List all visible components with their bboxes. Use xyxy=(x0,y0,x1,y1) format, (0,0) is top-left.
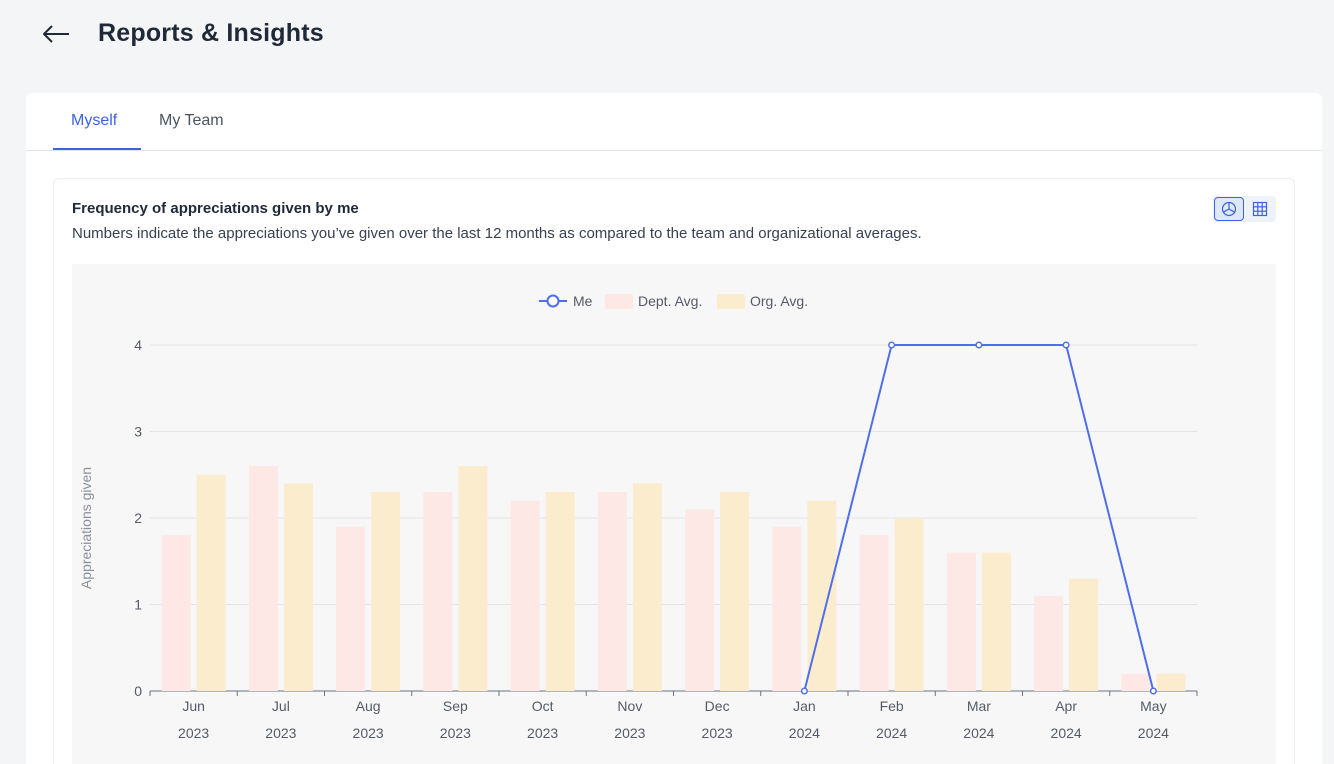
bar-dept-avg xyxy=(248,466,278,691)
x-tick-month: Jan xyxy=(793,698,816,714)
active-tab-indicator xyxy=(53,148,141,150)
bar-dept-avg xyxy=(161,535,191,691)
bar-org-avg xyxy=(720,492,750,691)
y-tick-label: 4 xyxy=(134,337,142,353)
legend-org-swatch xyxy=(717,294,745,309)
bar-org-avg xyxy=(981,552,1011,691)
x-tick-year: 2023 xyxy=(353,725,384,741)
y-tick-label: 3 xyxy=(134,424,142,440)
bar-dept-avg xyxy=(1034,595,1064,691)
x-tick-year: 2023 xyxy=(527,725,558,741)
legend-label-dept: Dept. Avg. xyxy=(638,293,702,309)
bar-org-avg xyxy=(894,518,924,691)
x-tick-month: Aug xyxy=(356,698,381,714)
tab-bar: Myself My Team xyxy=(26,93,1322,151)
chart-subtitle: Numbers indicate the appreciations you’v… xyxy=(72,225,922,242)
bar-dept-avg xyxy=(859,535,889,691)
bar-org-avg xyxy=(1156,673,1186,691)
bar-org-avg xyxy=(371,492,401,691)
legend-label-me: Me xyxy=(573,293,593,309)
tab-myself[interactable]: Myself xyxy=(71,112,118,129)
arrow-left-icon xyxy=(43,25,69,43)
point-me xyxy=(888,341,896,349)
y-tick-label: 2 xyxy=(134,510,142,526)
bar-org-avg xyxy=(196,474,226,691)
x-tick-year: 2023 xyxy=(178,725,209,741)
chart-view-icon xyxy=(1221,201,1237,217)
x-tick-year: 2024 xyxy=(963,725,994,741)
x-tick-year: 2023 xyxy=(265,725,296,741)
page-title: Reports & Insights xyxy=(98,19,324,47)
chart-view-button[interactable] xyxy=(1214,197,1244,221)
x-tick-month: Mar xyxy=(967,698,991,714)
bar-dept-avg xyxy=(423,492,453,691)
chart-area: 0 1 2 3 4 Appreciations given Jun 2023 Jul 2023 Au… xyxy=(72,264,1276,764)
x-tick-month: Apr xyxy=(1055,698,1077,714)
x-tick-year: 2024 xyxy=(1138,725,1169,741)
x-tick-year: 2024 xyxy=(876,725,907,741)
legend-label-org: Org. Avg. xyxy=(750,293,808,309)
bar-org-avg xyxy=(458,466,488,691)
legend-me-marker xyxy=(546,294,560,308)
bar-dept-avg xyxy=(510,500,540,691)
page-header: Reports & Insights xyxy=(0,0,1334,70)
chart-title: Frequency of appreciations given by me xyxy=(72,200,359,217)
x-tick-month: Nov xyxy=(617,698,642,714)
bar-org-avg xyxy=(632,483,662,691)
appreciations-chart: 0 1 2 3 4 Appreciations given Jun 2023 Jul 2023 Au… xyxy=(78,293,1198,741)
point-me xyxy=(1062,341,1070,349)
tab-my-team[interactable]: My Team xyxy=(159,112,224,129)
chart-card: Frequency of appreciations given by me N… xyxy=(53,178,1295,764)
y-axis-title: Appreciations given xyxy=(78,467,94,589)
x-tick-month: May xyxy=(1140,698,1166,714)
x-tick-year: 2023 xyxy=(614,725,645,741)
point-me xyxy=(975,341,983,349)
x-tick-month: Dec xyxy=(705,698,730,714)
bar-dept-avg xyxy=(946,552,976,691)
x-tick-month: Oct xyxy=(532,698,554,714)
point-me xyxy=(800,687,808,695)
bar-dept-avg xyxy=(336,526,366,691)
x-tick-month: Jun xyxy=(182,698,205,714)
x-tick-month: Sep xyxy=(443,698,468,714)
reports-card: Myself My Team Frequency of appreciation… xyxy=(26,93,1322,764)
bar-dept-avg xyxy=(685,509,715,691)
bar-dept-avg xyxy=(597,492,627,691)
bar-dept-avg xyxy=(772,526,802,691)
x-tick-year: 2023 xyxy=(702,725,733,741)
legend-dept-swatch xyxy=(605,294,633,309)
x-tick-year: 2023 xyxy=(440,725,471,741)
bar-dept-avg xyxy=(1121,673,1151,691)
x-tick-month: Jul xyxy=(272,698,290,714)
y-tick-label: 1 xyxy=(134,597,142,613)
bar-org-avg xyxy=(283,483,313,691)
x-tick-year: 2024 xyxy=(1051,725,1082,741)
back-button[interactable] xyxy=(38,20,74,48)
table-view-icon xyxy=(1252,201,1268,217)
point-me xyxy=(1149,687,1157,695)
x-tick-year: 2024 xyxy=(789,725,820,741)
view-toggle xyxy=(1213,196,1276,222)
bar-org-avg xyxy=(545,492,575,691)
table-view-button[interactable] xyxy=(1245,197,1275,221)
bar-org-avg xyxy=(1069,578,1099,691)
x-tick-month: Feb xyxy=(880,698,904,714)
y-tick-label: 0 xyxy=(134,683,142,699)
